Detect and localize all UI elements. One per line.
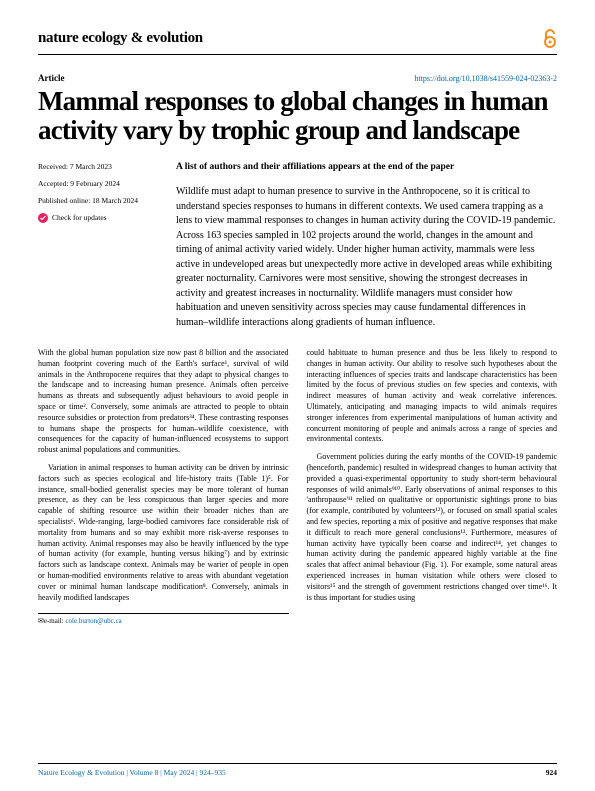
- email-label: ✉e-mail:: [38, 617, 65, 625]
- check-updates-icon: [38, 213, 48, 223]
- received-date: Received: 7 March 2023: [38, 161, 156, 173]
- header-row: nature ecology & evolution: [38, 28, 557, 48]
- body-paragraph: With the global human population size no…: [38, 348, 289, 456]
- footer-citation: Nature Ecology & Evolution | Volume 8 | …: [38, 768, 226, 777]
- corresponding-email: ✉e-mail: cole.burton@ubc.ca: [38, 613, 289, 626]
- body-paragraph: could habituate to human presence and th…: [307, 348, 558, 445]
- published-date: Published online: 18 March 2024: [38, 195, 156, 207]
- article-type: Article: [38, 73, 64, 83]
- check-updates-button[interactable]: Check for updates: [38, 212, 156, 224]
- article-title: Mammal responses to global changes in hu…: [38, 87, 557, 145]
- open-access-icon: [543, 28, 557, 48]
- page-number: 924: [546, 768, 557, 777]
- body-text: With the global human population size no…: [38, 348, 557, 627]
- body-column-right: could habituate to human presence and th…: [307, 348, 558, 627]
- abstract-text: Wildlife must adapt to human presence to…: [176, 185, 557, 330]
- meta-column: Received: 7 March 2023 Accepted: 9 Febru…: [38, 161, 156, 330]
- journal-name: nature ecology & evolution: [38, 30, 203, 47]
- author-affiliations-note: A list of authors and their affiliations…: [176, 161, 557, 175]
- doi-link[interactable]: https://doi.org/10.1038/s41559-024-02363…: [414, 74, 557, 83]
- accepted-date: Accepted: 9 February 2024: [38, 178, 156, 190]
- meta-abstract-block: Received: 7 March 2023 Accepted: 9 Febru…: [38, 161, 557, 330]
- body-paragraph: Variation in animal responses to human a…: [38, 463, 289, 603]
- article-type-row: Article https://doi.org/10.1038/s41559-0…: [38, 73, 557, 83]
- abstract-column: A list of authors and their affiliations…: [176, 161, 557, 330]
- header-rule: [38, 54, 557, 55]
- check-updates-label: Check for updates: [52, 212, 107, 224]
- body-column-left: With the global human population size no…: [38, 348, 289, 627]
- page-footer: Nature Ecology & Evolution | Volume 8 | …: [38, 763, 557, 777]
- body-paragraph: Government policies during the early mon…: [307, 452, 558, 603]
- email-link[interactable]: cole.burton@ubc.ca: [65, 617, 121, 625]
